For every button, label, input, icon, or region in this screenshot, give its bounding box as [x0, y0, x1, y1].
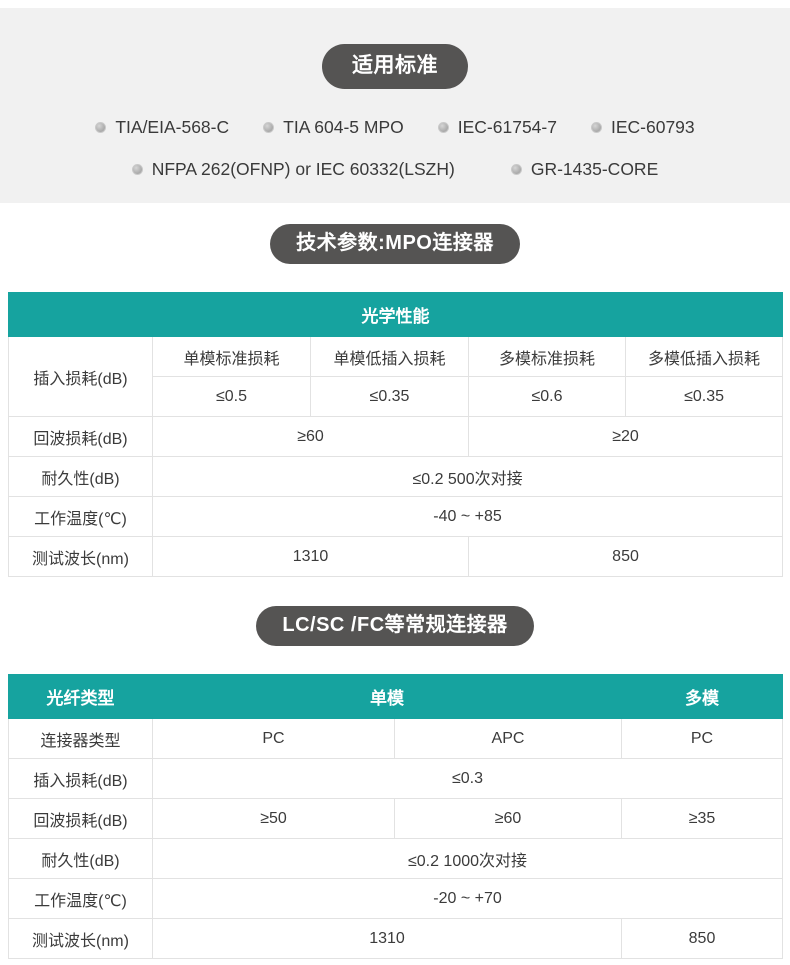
row-label-connector-type: 连接器类型	[8, 718, 153, 759]
table-header-row: 光学性能	[7, 292, 784, 337]
standard-label: TIA 604-5 MPO	[283, 116, 404, 137]
value-cell: 850	[621, 918, 783, 959]
table-row: 工作温度(℃) -40 ~ +85	[8, 496, 784, 537]
sub-header-cell: 多模标准损耗	[468, 336, 626, 377]
value-cell: ≤0.3	[152, 758, 783, 799]
table-row: 回波损耗(dB) ≥50 ≥60 ≥35	[8, 798, 783, 839]
table-row: 工作温度(℃) -20 ~ +70	[8, 878, 783, 919]
mpo-title-badge: 技术参数:MPO连接器	[270, 224, 520, 264]
bullet-dot-icon	[590, 121, 602, 133]
row-label-operating-temperature: 工作温度(℃)	[8, 496, 153, 537]
value-cell: PC	[621, 718, 783, 759]
standard-item: IEC-60793	[590, 116, 695, 138]
bullet-dot-icon	[263, 121, 275, 133]
value-cell: 1310	[152, 536, 469, 577]
row-label-insertion-loss: 插入损耗(dB)	[8, 758, 153, 799]
table-row: 测试波长(nm) 1310 850	[8, 536, 784, 577]
row-label-test-wavelength: 测试波长(nm)	[8, 918, 153, 959]
standards-title-badge: 适用标准	[322, 44, 468, 89]
bullet-dot-icon	[95, 121, 107, 133]
lcsc-spec-table: 光纤类型 单模 多模 连接器类型 PC APC PC 插入损耗(dB) ≤0.3…	[8, 674, 783, 959]
row-label-operating-temperature: 工作温度(℃)	[8, 878, 153, 919]
standard-item: IEC-61754-7	[437, 116, 557, 138]
bullet-dot-icon	[510, 163, 522, 175]
sub-header-cell: 多模低插入损耗	[624, 336, 784, 377]
value-cell: 850	[467, 536, 784, 577]
lcsc-section-header: LC/SC /FC等常规连接器	[0, 606, 790, 646]
value-cell: ≤0.6	[468, 376, 626, 417]
value-cell: ≤0.2 1000次对接	[152, 838, 783, 879]
standard-label: NFPA 262(OFNP) or IEC 60332(LSZH)	[151, 158, 455, 179]
lcsc-title-badge: LC/SC /FC等常规连接器	[256, 606, 534, 646]
value-cell: ≥50	[152, 798, 395, 839]
multi-mode-header: 多模	[621, 674, 783, 719]
value-cell: APC	[394, 718, 622, 759]
mpo-section-header: 技术参数:MPO连接器	[0, 224, 790, 264]
table-row: 连接器类型 PC APC PC	[8, 718, 783, 759]
value-cell: 1310	[152, 918, 622, 959]
value-cell: ≤0.35	[310, 376, 469, 417]
standards-list: TIA/EIA-568-C TIA 604-5 MPO IEC-61754-7 …	[0, 106, 790, 190]
value-cell: ≥20	[467, 416, 784, 457]
value-cell: ≤0.5	[152, 376, 311, 417]
table-row: 插入损耗(dB) 单模标准损耗 单模低插入损耗 多模标准损耗 多模低插入损耗	[8, 336, 784, 417]
row-label-insertion-loss: 插入损耗(dB)	[8, 336, 153, 417]
standard-item: TIA/EIA-568-C	[95, 117, 229, 138]
single-mode-header: 单模	[152, 674, 622, 719]
fiber-type-header: 光纤类型	[8, 674, 153, 719]
row-label-return-loss: 回波损耗(dB)	[8, 416, 153, 457]
standard-label: IEC-61754-7	[457, 116, 557, 137]
table-header-row: 光纤类型 单模 多模	[8, 674, 783, 719]
row-label-durability: 耐久性(dB)	[8, 838, 153, 879]
table-row: 测试波长(nm) 1310 850	[8, 918, 783, 959]
table-row: 耐久性(dB) ≤0.2 500次对接	[8, 456, 784, 497]
bullet-dot-icon	[131, 163, 143, 175]
standard-item: TIA 604-5 MPO	[263, 117, 404, 138]
value-cell: ≤0.35	[624, 376, 784, 417]
row-label-test-wavelength: 测试波长(nm)	[8, 536, 153, 577]
value-cell: ≥60	[152, 416, 469, 457]
table-row: 耐久性(dB) ≤0.2 1000次对接	[8, 838, 783, 879]
value-cell: PC	[152, 718, 395, 759]
value-cell: -20 ~ +70	[152, 878, 783, 919]
standard-item: NFPA 262(OFNP) or IEC 60332(LSZH)	[131, 158, 455, 180]
sub-header-cell: 单模低插入损耗	[310, 336, 469, 377]
table-row: 回波损耗(dB) ≥60 ≥20	[8, 416, 784, 457]
standard-label: IEC-60793	[610, 116, 695, 137]
standards-row: NFPA 262(OFNP) or IEC 60332(LSZH) GR-143…	[0, 148, 790, 190]
value-cell: ≥35	[621, 798, 783, 839]
standards-panel: 适用标准 TIA/EIA-568-C TIA 604-5 MPO IEC-617…	[0, 8, 790, 203]
sub-header-cell: 单模标准损耗	[152, 336, 311, 377]
row-label-durability: 耐久性(dB)	[8, 456, 153, 497]
row-label-return-loss: 回波损耗(dB)	[8, 798, 153, 839]
standard-label: TIA/EIA-568-C	[115, 116, 230, 137]
table-row: 插入损耗(dB) ≤0.3	[8, 758, 783, 799]
table-row: ≤0.5 ≤0.35 ≤0.6 ≤0.35	[9, 376, 784, 417]
optical-performance-header: 光学性能	[7, 292, 784, 337]
value-cell: ≥60	[394, 798, 622, 839]
standards-row: TIA/EIA-568-C TIA 604-5 MPO IEC-61754-7 …	[0, 106, 790, 148]
standard-item: GR-1435-CORE	[510, 158, 659, 180]
value-cell: -40 ~ +85	[151, 496, 784, 537]
bullet-dot-icon	[437, 121, 449, 133]
standard-label: GR-1435-CORE	[530, 158, 659, 179]
value-cell: ≤0.2 500次对接	[151, 456, 784, 497]
mpo-spec-table: 光学性能 插入损耗(dB) 单模标准损耗 单模低插入损耗 多模标准损耗 多模低插…	[7, 292, 784, 577]
